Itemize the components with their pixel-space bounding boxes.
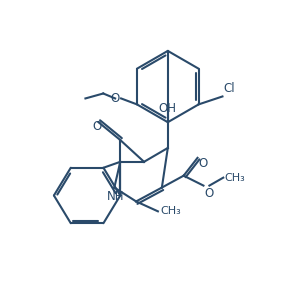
Text: Cl: Cl [223,82,235,96]
Text: NH: NH [107,190,124,202]
Text: CH₃: CH₃ [160,206,181,216]
Text: O: O [111,92,120,105]
Text: O: O [199,157,208,170]
Text: OH: OH [159,102,177,115]
Text: O: O [92,120,101,133]
Text: CH₃: CH₃ [224,173,245,183]
Text: O: O [205,186,214,200]
